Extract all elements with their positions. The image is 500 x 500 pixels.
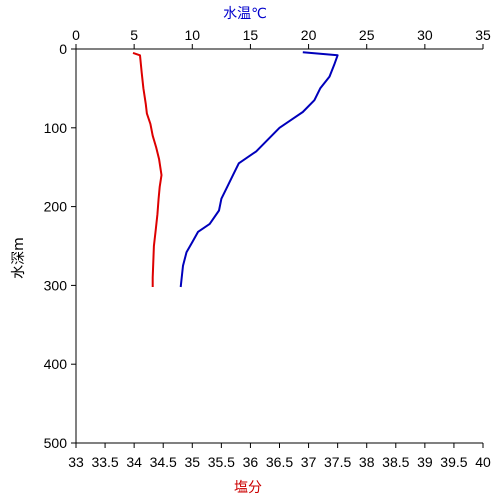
bottom-tick-label: 37.5 — [324, 454, 351, 470]
bottom-tick-label: 36 — [243, 454, 259, 470]
temperature-series-line — [179, 51, 339, 288]
plot-frame — [75, 48, 483, 444]
top-tick-label: 10 — [184, 27, 200, 43]
bottom-tick-label: 38 — [359, 454, 375, 470]
top-tick-label: 20 — [301, 27, 317, 43]
bottom-tick-label: 39.5 — [440, 454, 467, 470]
bottom-tick-label: 39 — [417, 454, 433, 470]
top-tick-label: 5 — [130, 27, 138, 43]
bottom-tick-label: 35.5 — [208, 454, 235, 470]
top-tick-label: 15 — [243, 27, 259, 43]
left-tick-label: 200 — [44, 199, 68, 215]
bottom-tick-label: 33 — [68, 454, 84, 470]
bottom-tick-label: 35 — [184, 454, 200, 470]
bottom-axis-title: 塩分 — [234, 480, 262, 496]
bottom-tick-label: 37 — [301, 454, 317, 470]
top-axis-ticks: 0 5 10 15 20 25 30 35 — [72, 27, 491, 49]
bottom-tick-label: 38.5 — [382, 454, 409, 470]
top-tick-label: 25 — [359, 27, 375, 43]
left-axis-title: 水深m — [11, 237, 27, 279]
bottom-tick-label: 34 — [126, 454, 142, 470]
salinity-series-line — [132, 51, 163, 287]
top-axis-title: 水温℃ — [223, 6, 267, 22]
top-tick-label: 30 — [417, 27, 433, 43]
left-axis-ticks: 0 100 200 300 400 500 — [44, 41, 76, 451]
bottom-tick-label: 34.5 — [150, 454, 177, 470]
left-tick-label: 100 — [44, 120, 68, 136]
series-layer — [132, 51, 339, 288]
bottom-tick-label: 40 — [475, 454, 491, 470]
left-tick-label: 0 — [59, 41, 67, 57]
left-tick-label: 500 — [44, 435, 68, 451]
top-tick-label: 0 — [72, 27, 80, 43]
bottom-tick-label: 33.5 — [91, 454, 118, 470]
left-tick-label: 300 — [44, 277, 68, 293]
bottom-axis-ticks: 33 33.5 34 34.5 35 35.5 36 36.5 37 37.5 38 38.5 39 39… — [68, 443, 491, 470]
bottom-tick-label: 36.5 — [266, 454, 293, 470]
left-tick-label: 400 — [44, 356, 68, 372]
top-tick-label: 35 — [475, 27, 491, 43]
